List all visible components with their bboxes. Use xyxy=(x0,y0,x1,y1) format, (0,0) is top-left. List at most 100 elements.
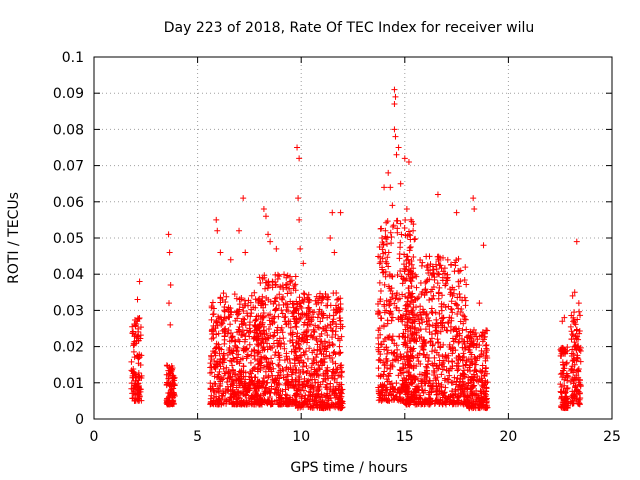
data-point xyxy=(295,195,302,202)
data-point xyxy=(574,367,581,374)
data-point xyxy=(306,321,313,328)
data-point xyxy=(449,358,456,365)
data-point xyxy=(258,353,265,360)
data-point xyxy=(564,377,571,384)
data-point xyxy=(437,254,444,261)
data-point xyxy=(483,384,490,391)
data-point xyxy=(131,338,138,345)
data-point xyxy=(409,290,416,297)
data-point xyxy=(436,284,443,291)
data-point xyxy=(232,338,239,345)
data-point xyxy=(412,374,419,381)
data-point xyxy=(422,279,429,286)
data-point xyxy=(276,399,283,406)
data-point xyxy=(271,379,278,386)
data-point xyxy=(228,337,235,344)
data-point xyxy=(313,394,320,401)
data-point xyxy=(575,366,582,373)
data-point xyxy=(449,350,456,357)
data-point xyxy=(463,326,470,333)
data-point xyxy=(568,336,575,343)
data-point xyxy=(316,365,323,372)
data-point xyxy=(246,319,253,326)
data-point xyxy=(440,268,447,275)
data-point xyxy=(272,282,279,289)
data-point xyxy=(445,367,452,374)
data-point xyxy=(422,354,429,361)
data-point xyxy=(228,308,235,315)
data-point xyxy=(305,291,312,298)
data-point xyxy=(484,327,491,334)
data-point xyxy=(393,217,400,224)
data-point xyxy=(459,378,466,385)
data-point xyxy=(333,379,340,386)
data-point xyxy=(473,387,480,394)
data-point xyxy=(247,328,254,335)
data-point xyxy=(399,291,406,298)
data-point xyxy=(317,318,324,325)
data-point xyxy=(210,311,217,318)
data-point xyxy=(387,229,394,236)
data-point xyxy=(568,312,575,319)
data-point xyxy=(438,383,445,390)
data-point xyxy=(320,312,327,319)
data-point xyxy=(263,385,270,392)
data-point xyxy=(167,391,174,398)
data-point xyxy=(248,348,255,355)
data-point xyxy=(309,360,316,367)
data-point xyxy=(231,401,238,408)
data-point xyxy=(304,400,311,407)
data-point xyxy=(264,340,271,347)
data-point xyxy=(567,323,574,330)
data-point xyxy=(375,335,382,342)
data-point xyxy=(399,318,406,325)
data-point xyxy=(573,326,580,333)
data-point xyxy=(236,227,243,234)
data-point xyxy=(261,378,268,385)
data-point xyxy=(221,314,228,321)
data-point xyxy=(131,395,138,402)
data-point xyxy=(383,297,390,304)
data-point xyxy=(287,298,294,305)
data-point xyxy=(404,324,411,331)
data-point xyxy=(282,300,289,307)
data-point xyxy=(242,376,249,383)
data-point xyxy=(425,358,432,365)
data-point xyxy=(480,401,487,408)
data-point xyxy=(230,377,237,384)
data-point xyxy=(316,386,323,393)
data-point xyxy=(383,344,390,351)
data-point xyxy=(378,383,385,390)
data-point xyxy=(259,377,266,384)
data-point xyxy=(336,308,343,315)
data-point xyxy=(410,227,417,234)
data-point xyxy=(311,398,318,405)
data-point xyxy=(557,371,564,378)
data-point xyxy=(429,295,436,302)
data-point xyxy=(300,368,307,375)
data-point xyxy=(265,312,272,319)
data-point xyxy=(562,390,569,397)
data-point xyxy=(384,218,391,225)
data-point xyxy=(279,310,286,317)
data-point xyxy=(391,101,398,108)
data-point xyxy=(234,358,241,365)
data-point xyxy=(405,158,412,165)
data-point xyxy=(331,390,338,397)
data-point xyxy=(405,256,412,263)
data-point xyxy=(560,404,567,411)
data-point xyxy=(575,336,582,343)
data-point xyxy=(218,346,225,353)
data-point xyxy=(415,327,422,334)
data-point xyxy=(418,290,425,297)
data-point xyxy=(237,331,244,338)
data-point xyxy=(298,401,305,408)
data-point xyxy=(408,390,415,397)
data-point xyxy=(423,367,430,374)
data-point xyxy=(438,307,445,314)
data-point xyxy=(136,315,143,322)
data-point xyxy=(294,301,301,308)
data-point xyxy=(327,325,334,332)
data-point xyxy=(388,396,395,403)
data-point xyxy=(301,337,308,344)
